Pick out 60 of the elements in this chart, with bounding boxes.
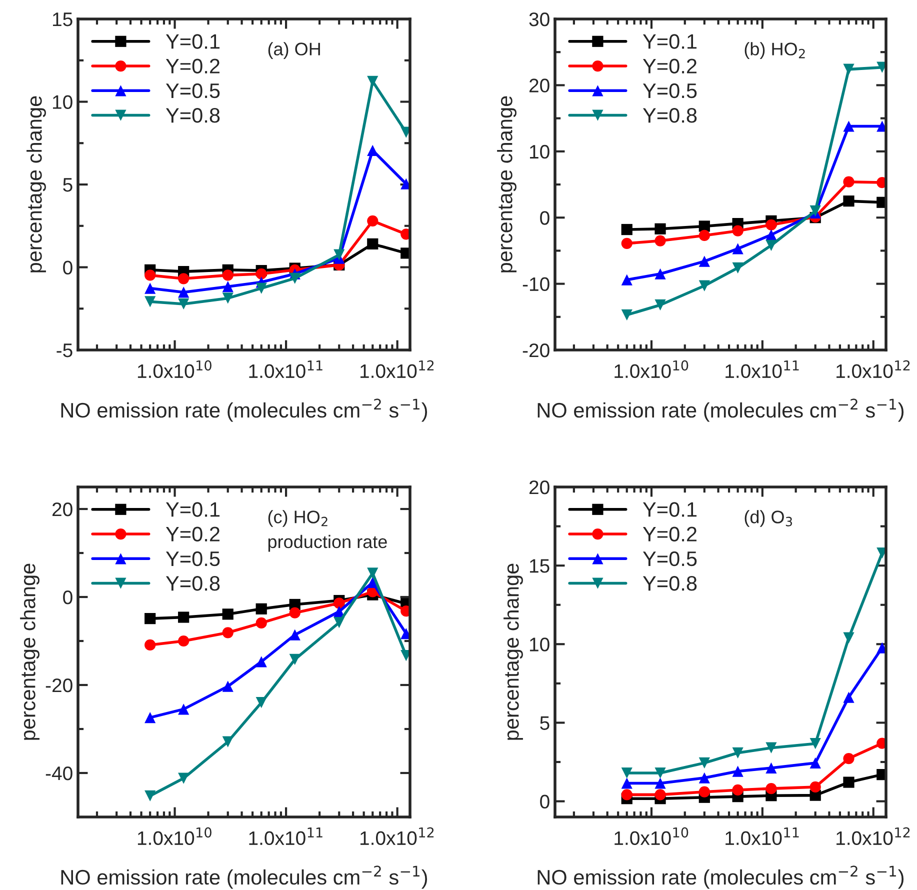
- y-tick-label: -5: [56, 344, 72, 358]
- x-tick-label: 1.0x10$^{12}$: [360, 827, 434, 846]
- y-tick-label: 10: [530, 638, 550, 652]
- legend-label: Y=0.1: [166, 34, 220, 49]
- legend-label: Y=0.2: [166, 526, 220, 542]
- legend-label: Y=0.2: [642, 58, 696, 74]
- annotation: (b) HO$_{2}$: [744, 42, 805, 59]
- x-tick-label: 1.0x10$^{11}$: [726, 827, 799, 846]
- legend-label: Y=0.8: [166, 108, 220, 123]
- x-tick-label: 1.0x10$^{10}$: [138, 827, 212, 846]
- legend-label: Y=0.8: [642, 108, 697, 123]
- y-tick-label: 0: [63, 260, 72, 274]
- legend-label: Y=0.5: [166, 551, 220, 566]
- x-tick-label: 1.0x10$^{10}$: [138, 360, 212, 378]
- annotation: (a) OH: [268, 42, 320, 59]
- y-tick-label: 20: [52, 502, 72, 516]
- y-tick-label: -20: [46, 678, 72, 692]
- y-tick-label: 5: [540, 716, 550, 730]
- y-axis-title: percentage change: [26, 96, 46, 272]
- x-tick-label: 1.0x10$^{10}$: [614, 360, 688, 378]
- x-tick-label: 1.0x10$^{12}$: [360, 360, 434, 378]
- y-tick-label: 15: [530, 559, 550, 573]
- y-tick-label: 10: [530, 144, 550, 159]
- legend-label: Y=0.2: [166, 58, 220, 74]
- legend-label: Y=0.1: [642, 502, 697, 517]
- y-tick-label: 15: [52, 12, 72, 26]
- legend-label: Y=0.5: [642, 83, 697, 98]
- x-axis-title: NO emission rate (molecules cm$^{−2}$ s$^{−1}$): [61, 398, 428, 422]
- x-tick-label: 1.0x10$^{11}$: [249, 360, 322, 378]
- x-axis-title: NO emission rate (molecules cm$^{−2}$ s$^{−1}$): [538, 398, 904, 422]
- x-tick-label: 1.0x10$^{12}$: [836, 360, 910, 378]
- annotation: (c) HO$_{2}$ production rate: [268, 510, 387, 552]
- y-tick-label: -20: [522, 343, 550, 358]
- x-axis-title: NO emission rate (molecules cm$^{−2}$ s$^{−1}$): [538, 866, 904, 889]
- legend-label: Y=0.8: [642, 576, 697, 591]
- y-tick-label: 10: [52, 95, 72, 109]
- y-tick-label: 5: [63, 178, 72, 192]
- legend-label: Y=0.5: [642, 551, 697, 566]
- legend-label: Y=0.1: [166, 502, 220, 517]
- y-tick-label: 0: [540, 211, 550, 225]
- y-tick-label: -10: [522, 277, 550, 292]
- y-tick-label: 20: [529, 78, 550, 92]
- annotation: (d) O$_{3}$: [744, 510, 792, 527]
- y-tick-label: -40: [46, 766, 72, 780]
- y-tick-label: 30: [529, 12, 550, 26]
- y-axis-title: percentage change: [504, 564, 523, 740]
- legend-label: Y=0.1: [642, 34, 697, 49]
- y-tick-label: 0: [540, 794, 550, 809]
- x-tick-label: 1.0x10$^{11}$: [249, 827, 322, 846]
- legend-label: Y=0.8: [166, 576, 220, 591]
- legend-label: Y=0.5: [166, 83, 220, 98]
- y-axis-title: percentage change: [497, 96, 516, 272]
- x-tick-label: 1.0x10$^{11}$: [726, 360, 799, 378]
- x-tick-label: 1.0x10$^{10}$: [614, 827, 688, 846]
- legend-label: Y=0.2: [642, 526, 696, 542]
- x-tick-label: 1.0x10$^{12}$: [836, 827, 910, 846]
- x-axis-title: NO emission rate (molecules cm$^{−2}$ s$^{−1}$): [61, 866, 428, 889]
- y-tick-label: 0: [63, 590, 72, 604]
- y-axis-title: percentage change: [20, 564, 40, 740]
- y-tick-label: 20: [529, 480, 550, 494]
